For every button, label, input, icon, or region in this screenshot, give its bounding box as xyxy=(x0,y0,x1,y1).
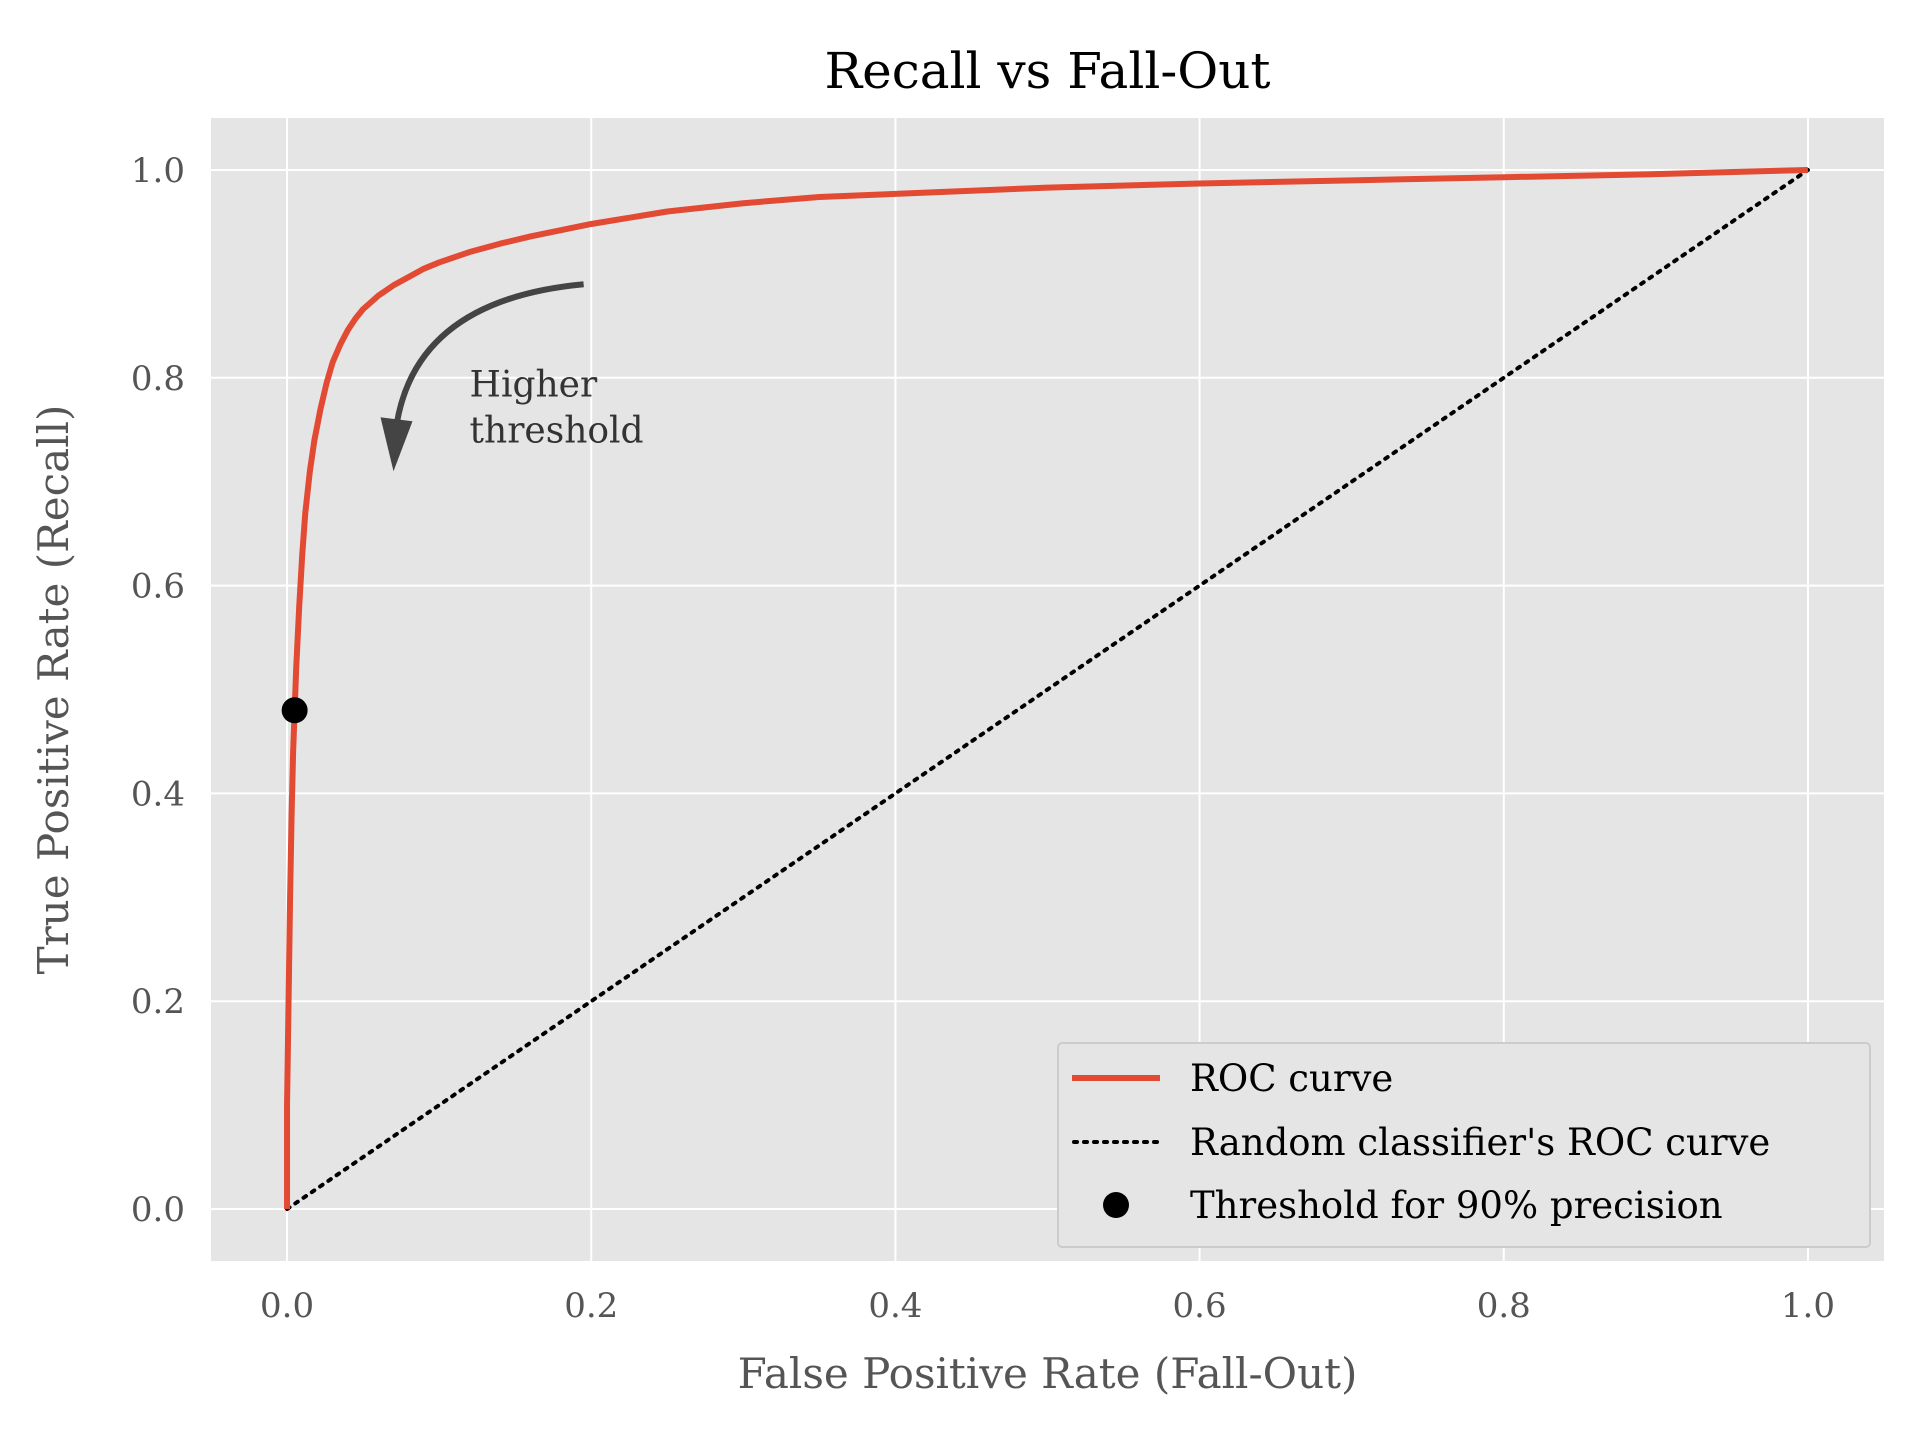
annotation-text-line-1: Higher xyxy=(470,365,598,406)
y-tick-label: 0.0 xyxy=(131,1190,185,1230)
legend-label-roc-curve: ROC curve xyxy=(1190,1057,1393,1100)
y-tick-label: 0.6 xyxy=(131,567,185,607)
chart-title: Recall vs Fall-Out xyxy=(825,42,1271,100)
y-axis-label: True Positive Rate (Recall) xyxy=(29,405,78,975)
legend-label-threshold: Threshold for 90% precision xyxy=(1190,1184,1723,1227)
y-tick-label: 1.0 xyxy=(131,151,185,191)
tick-labels: 0.0 0.2 0.4 0.6 0.8 1.0 0.0 0.2 0.4 0.6 0.8 1.0 xyxy=(131,151,1835,1326)
legend-swatch-threshold-marker xyxy=(1103,1192,1129,1218)
annotation-layer: Higher threshold xyxy=(380,281,644,472)
y-tick-label: 0.8 xyxy=(131,359,185,399)
roc-curve-line xyxy=(284,166,1809,1210)
legend-box xyxy=(1057,1042,1871,1248)
random-classifier-line xyxy=(285,167,1810,1212)
y-tick-label: 0.2 xyxy=(131,982,185,1022)
series-layer xyxy=(281,166,1810,1212)
legend: ROC curve Random classifier's ROC curve … xyxy=(1057,1042,1871,1248)
x-tick-label: 0.4 xyxy=(868,1286,922,1326)
annotation-arrow-head-icon xyxy=(380,417,413,472)
x-tick-label: 0.8 xyxy=(1477,1286,1531,1326)
x-axis-label: False Positive Rate (Fall-Out) xyxy=(738,1349,1358,1398)
annotation-arrow xyxy=(393,281,584,426)
annotation-text-line-2: threshold xyxy=(470,411,644,452)
x-tick-label: 1.0 xyxy=(1781,1286,1835,1326)
x-tick-label: 0.6 xyxy=(1173,1286,1227,1326)
x-tick-label: 0.0 xyxy=(260,1286,314,1326)
threshold-point xyxy=(281,697,308,724)
y-tick-label: 0.4 xyxy=(131,774,185,814)
grid-lines xyxy=(211,118,1884,1261)
legend-label-random-classifier: Random classifier's ROC curve xyxy=(1190,1121,1770,1164)
x-tick-label: 0.2 xyxy=(564,1286,618,1326)
